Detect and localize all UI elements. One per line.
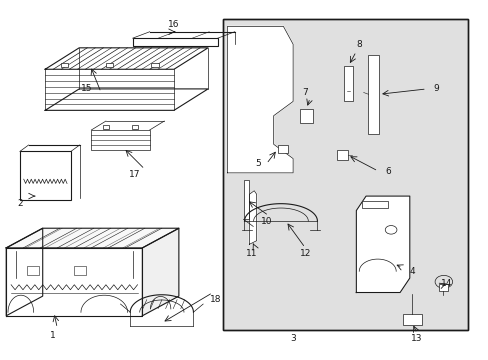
Bar [277,145,287,153]
Bar [222,19,467,330]
Bar [368,55,378,134]
Bar [91,130,149,150]
Text: 6: 6 [384,167,390,176]
Text: 14: 14 [440,279,451,288]
Text: 11: 11 [245,249,257,258]
Polygon shape [356,196,409,293]
Text: 15: 15 [81,84,92,93]
Bar [20,152,71,200]
Text: 1: 1 [49,331,55,340]
Bar [344,66,352,102]
Text: 17: 17 [129,170,141,179]
Text: 7: 7 [302,88,307,97]
Text: 2: 2 [17,199,22,208]
Bar [27,266,39,275]
Text: 9: 9 [433,84,439,93]
Polygon shape [6,228,42,316]
Text: 16: 16 [168,20,180,29]
Bar [103,125,109,129]
Text: 12: 12 [299,249,310,258]
Bar [243,180,249,219]
Bar [336,150,347,160]
Text: 13: 13 [410,334,422,343]
Polygon shape [142,228,179,316]
Polygon shape [6,228,179,248]
Polygon shape [249,191,256,244]
Polygon shape [45,48,207,69]
Bar [132,38,217,46]
Polygon shape [45,89,207,111]
Bar [438,284,447,291]
Text: 8: 8 [355,40,361,49]
Bar [132,125,138,129]
Bar [361,201,387,208]
Bar [61,63,68,67]
Text: 10: 10 [260,217,272,226]
Bar [222,19,467,330]
Bar [105,63,113,67]
Text: 4: 4 [408,267,414,276]
Text: 5: 5 [255,159,261,168]
Text: 3: 3 [290,334,295,343]
Polygon shape [6,248,142,316]
Polygon shape [227,26,292,173]
Bar [402,314,421,325]
Bar [150,63,158,67]
Bar [74,266,86,275]
Text: 18: 18 [209,295,221,304]
Bar [300,109,312,123]
